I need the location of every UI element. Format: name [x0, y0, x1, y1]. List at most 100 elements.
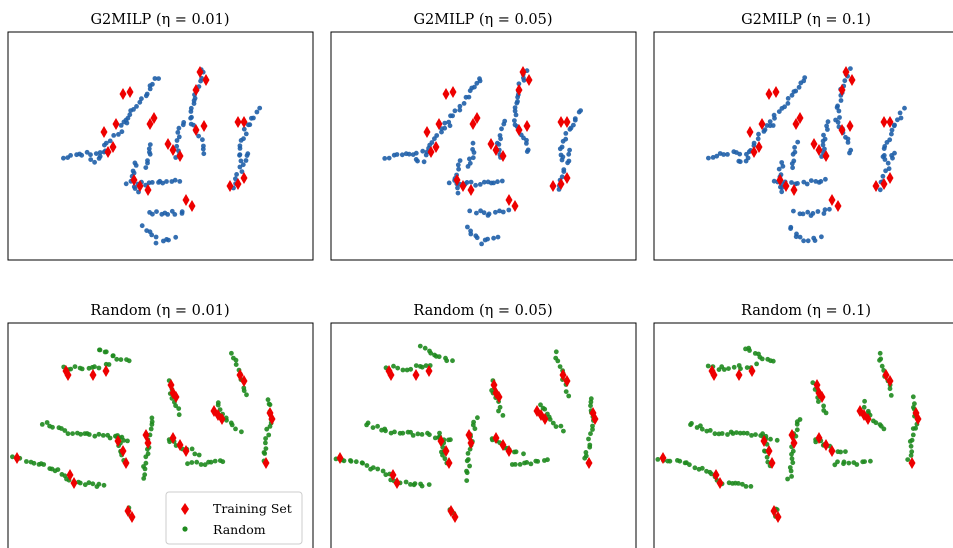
training-point [182, 194, 190, 206]
generated-point [470, 140, 476, 146]
training-point [523, 120, 531, 132]
generated-point [467, 208, 473, 214]
generated-point [147, 86, 153, 92]
generated-point [243, 158, 249, 163]
training-point [848, 74, 856, 86]
generated-point [785, 96, 791, 101]
generated-point [399, 152, 405, 158]
generated-point [776, 109, 782, 114]
generated-point [479, 241, 484, 247]
training-point [746, 126, 754, 138]
generated-point [889, 127, 895, 133]
generated-point [516, 81, 522, 87]
training-point [782, 180, 790, 192]
generated-point [444, 358, 450, 364]
generated-point [360, 460, 365, 466]
generated-point [233, 357, 239, 363]
generated-point [736, 481, 741, 486]
generated-point [149, 232, 155, 238]
generated-point [139, 96, 144, 102]
generated-point [816, 399, 821, 404]
panel-3-points [706, 66, 907, 244]
generated-point [882, 157, 888, 162]
generated-point [176, 412, 182, 418]
generated-point [481, 210, 487, 216]
generated-point [805, 209, 811, 215]
generated-point [497, 404, 503, 410]
generated-point [106, 362, 112, 367]
generated-point [847, 150, 852, 156]
generated-point [437, 430, 442, 436]
generated-point [142, 466, 148, 472]
training-point [136, 180, 144, 192]
panel-1-points [61, 66, 263, 246]
generated-point [495, 234, 501, 240]
generated-point [44, 420, 50, 425]
generated-point [707, 428, 713, 433]
training-point [525, 74, 533, 86]
training-point [563, 375, 571, 387]
generated-point [572, 117, 578, 123]
generated-point [780, 163, 786, 169]
training-point [469, 118, 477, 130]
training-point [828, 194, 836, 206]
training-point [842, 66, 850, 78]
training-point [425, 365, 433, 377]
generated-point [101, 482, 107, 488]
generated-point [789, 161, 795, 167]
generated-point [737, 151, 743, 157]
training-point [435, 118, 443, 130]
legend-random-label: Random [213, 522, 266, 537]
generated-point [237, 146, 243, 151]
generated-point [448, 113, 453, 119]
generated-point [147, 151, 153, 157]
generated-point [737, 430, 743, 436]
generated-point [563, 389, 569, 394]
generated-point [111, 133, 117, 138]
generated-point [133, 163, 139, 168]
generated-point [267, 402, 273, 408]
generated-point [264, 426, 270, 432]
generated-point [263, 436, 268, 441]
generated-point [96, 156, 102, 161]
generated-point [370, 425, 376, 430]
training-point [130, 174, 138, 186]
generated-point [447, 123, 453, 129]
legend: Training Set Random [165, 491, 303, 545]
training-point [176, 150, 184, 162]
generated-point [908, 443, 914, 449]
generated-point [467, 156, 472, 162]
generated-point [61, 155, 66, 161]
generated-point [887, 386, 893, 392]
training-point [240, 116, 248, 128]
generated-point [496, 142, 502, 147]
training-point [880, 178, 888, 190]
generated-point [582, 455, 588, 461]
generated-point [756, 131, 761, 137]
generated-point [848, 66, 853, 71]
panel-3-frame [653, 31, 953, 261]
generated-point [96, 431, 102, 437]
generated-point [24, 459, 29, 464]
training-point [828, 445, 836, 457]
generated-point [348, 458, 354, 464]
training-point [449, 86, 457, 98]
generated-point [419, 364, 425, 370]
generated-point [699, 426, 705, 432]
generated-point [196, 452, 202, 458]
generated-point [699, 465, 705, 471]
generated-point [467, 88, 473, 94]
generated-point [689, 421, 694, 426]
generated-point [400, 367, 406, 373]
generated-point [743, 484, 749, 489]
generated-point [905, 457, 911, 462]
panel-3: G2MILP (η = 0.1) [653, 12, 953, 261]
training-point [770, 505, 778, 517]
generated-point [173, 234, 179, 240]
generated-point [107, 435, 113, 441]
generated-point [789, 180, 794, 185]
generated-point [815, 209, 821, 214]
generated-point [512, 118, 517, 123]
training-point [442, 88, 450, 100]
training-point [236, 369, 244, 381]
